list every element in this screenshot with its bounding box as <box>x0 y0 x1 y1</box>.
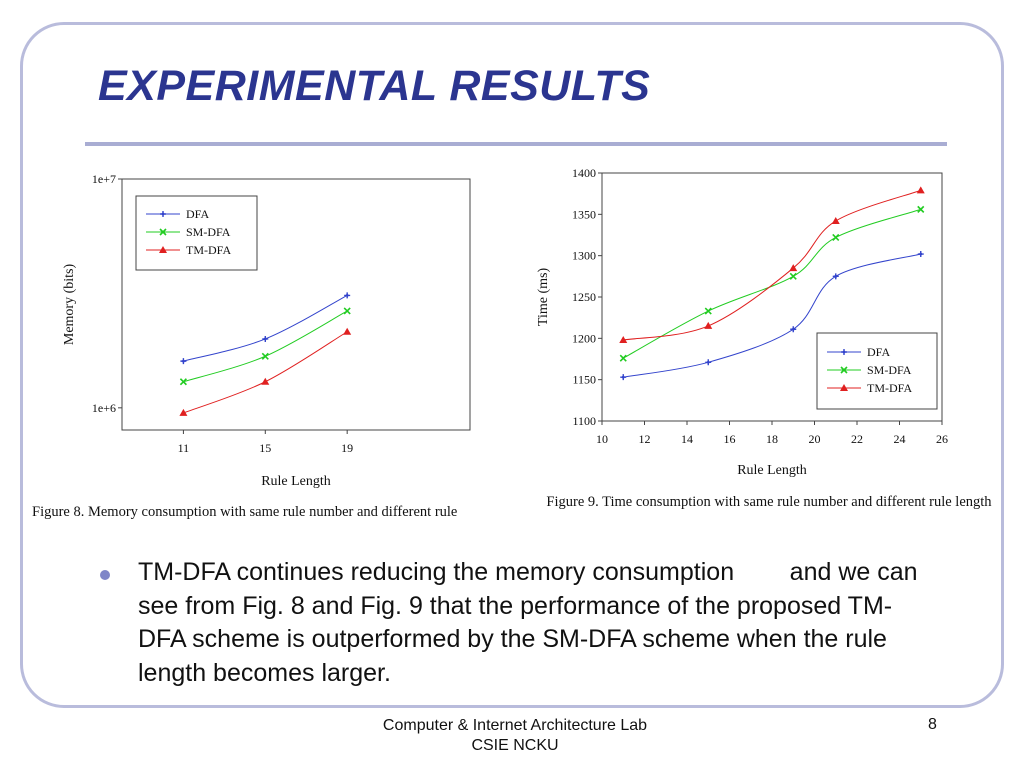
x-tick-label-0: 10 <box>596 432 608 446</box>
point-dfa-2-dot <box>791 327 795 331</box>
y-tick-label-0: 1100 <box>572 414 596 428</box>
y-tick-label-5: 1350 <box>572 207 596 221</box>
x-tick-label-1: 12 <box>639 432 651 446</box>
point-tm-dfa-3 <box>831 216 840 224</box>
point-tm-dfa-1 <box>704 321 713 329</box>
y-tick-label-6: 1400 <box>572 166 596 180</box>
y-tick-label-2: 1200 <box>572 331 596 345</box>
footer-lab: Computer & Internet Architecture Lab <box>382 717 648 734</box>
point-tm-dfa-2 <box>789 264 798 272</box>
memory-chart: 11 15 19 1e+6 1e+7 Rule Length Memory (bits) DF… <box>62 172 471 489</box>
legend-label-2: TM-DFA <box>867 381 912 395</box>
point-dfa-1-dot <box>263 337 267 341</box>
x-axis-label: Rule Length <box>261 474 331 489</box>
legend-marker-2 <box>159 246 167 253</box>
point-tm-dfa-2 <box>343 327 352 335</box>
point-sm-dfa-1 <box>261 352 269 360</box>
point-dfa-3-dot <box>834 274 838 278</box>
point-sm-dfa-0 <box>619 354 627 362</box>
y-tick-label-3: 1250 <box>572 290 596 304</box>
point-dfa-4-dot <box>919 252 923 256</box>
y-tick-label-4: 1300 <box>572 249 596 263</box>
legend-box <box>135 195 258 271</box>
point-dfa-2-dot <box>345 293 349 297</box>
legend-marker-1 <box>159 228 167 236</box>
x-axis-label: Rule Length <box>737 463 807 478</box>
legend-marker-1 <box>840 366 848 374</box>
footer: Computer & Internet Architecture Lab CSI… <box>310 716 720 756</box>
x-tick-label-2: 19 <box>341 441 353 455</box>
time-chart: 10 12 14 16 18 20 22 24 26 1100 1150 1200 1250 1300 13… <box>536 166 948 478</box>
x-tick-label-1: 15 <box>259 441 271 455</box>
x-tick-label-3: 16 <box>724 432 736 446</box>
point-tm-dfa-0 <box>179 408 188 416</box>
point-sm-dfa-2 <box>343 307 351 315</box>
legend-marker-2 <box>840 384 848 391</box>
figure-9-caption: Figure 9. Time consumption with same rul… <box>546 494 992 510</box>
point-dfa-0-dot <box>182 359 185 363</box>
legend-marker-0-dot <box>161 212 165 216</box>
legend-label-0: DFA <box>186 207 209 221</box>
bullet-text: TM-DFA continues reducing the memory con… <box>138 558 925 687</box>
x-tick-label-4: 18 <box>766 432 778 446</box>
legend-label-1: SM-DFA <box>867 363 912 377</box>
series-tm-dfa <box>619 186 925 343</box>
slide-title: EXPERIMENTAL RESULTS <box>98 62 651 110</box>
x-tick-label-6: 22 <box>851 432 863 446</box>
x-tick-label-7: 24 <box>894 432 906 446</box>
y-tick-label-0: 1e+6 <box>92 401 116 415</box>
legend-marker-0-dot <box>842 350 846 354</box>
series-sm-dfa <box>619 205 925 362</box>
page-number: 8 <box>928 716 937 733</box>
point-sm-dfa-2 <box>789 272 797 280</box>
x-tick-label-2: 14 <box>681 432 693 446</box>
series-dfa <box>620 251 924 381</box>
x-tick-label-5: 20 <box>809 432 821 446</box>
y-tick-label-1: 1e+7 <box>92 172 116 186</box>
y-axis-label: Time (ms) <box>536 268 551 327</box>
point-tm-dfa-1 <box>261 377 270 385</box>
slide-frame <box>20 22 1004 708</box>
title-underline <box>85 142 947 146</box>
x-tick-label-0: 11 <box>178 441 190 455</box>
y-tick-label-1: 1150 <box>572 373 596 387</box>
point-tm-dfa-0 <box>619 335 628 343</box>
x-tick-label-8: 26 <box>936 432 948 446</box>
point-dfa-1-dot <box>706 360 710 364</box>
bullet-dot-icon <box>100 570 110 580</box>
point-sm-dfa-4 <box>917 205 925 213</box>
legend-label-1: SM-DFA <box>186 225 231 239</box>
series-tm-dfa <box>179 327 352 416</box>
y-axis-label: Memory (bits) <box>62 264 77 346</box>
figure-8-caption: Figure 8. Memory consumption with same r… <box>32 504 458 520</box>
footer-school: CSIE NCKU <box>471 737 559 754</box>
legend-box <box>816 332 938 410</box>
legend-label-2: TM-DFA <box>186 243 231 257</box>
point-tm-dfa-4 <box>916 186 925 194</box>
series-sm-dfa <box>179 307 351 386</box>
point-dfa-0-dot <box>621 375 625 379</box>
point-sm-dfa-0 <box>179 378 187 386</box>
point-sm-dfa-3 <box>832 233 840 242</box>
series-dfa <box>180 292 351 365</box>
legend-label-0: DFA <box>867 345 890 359</box>
point-sm-dfa-1 <box>704 307 712 315</box>
